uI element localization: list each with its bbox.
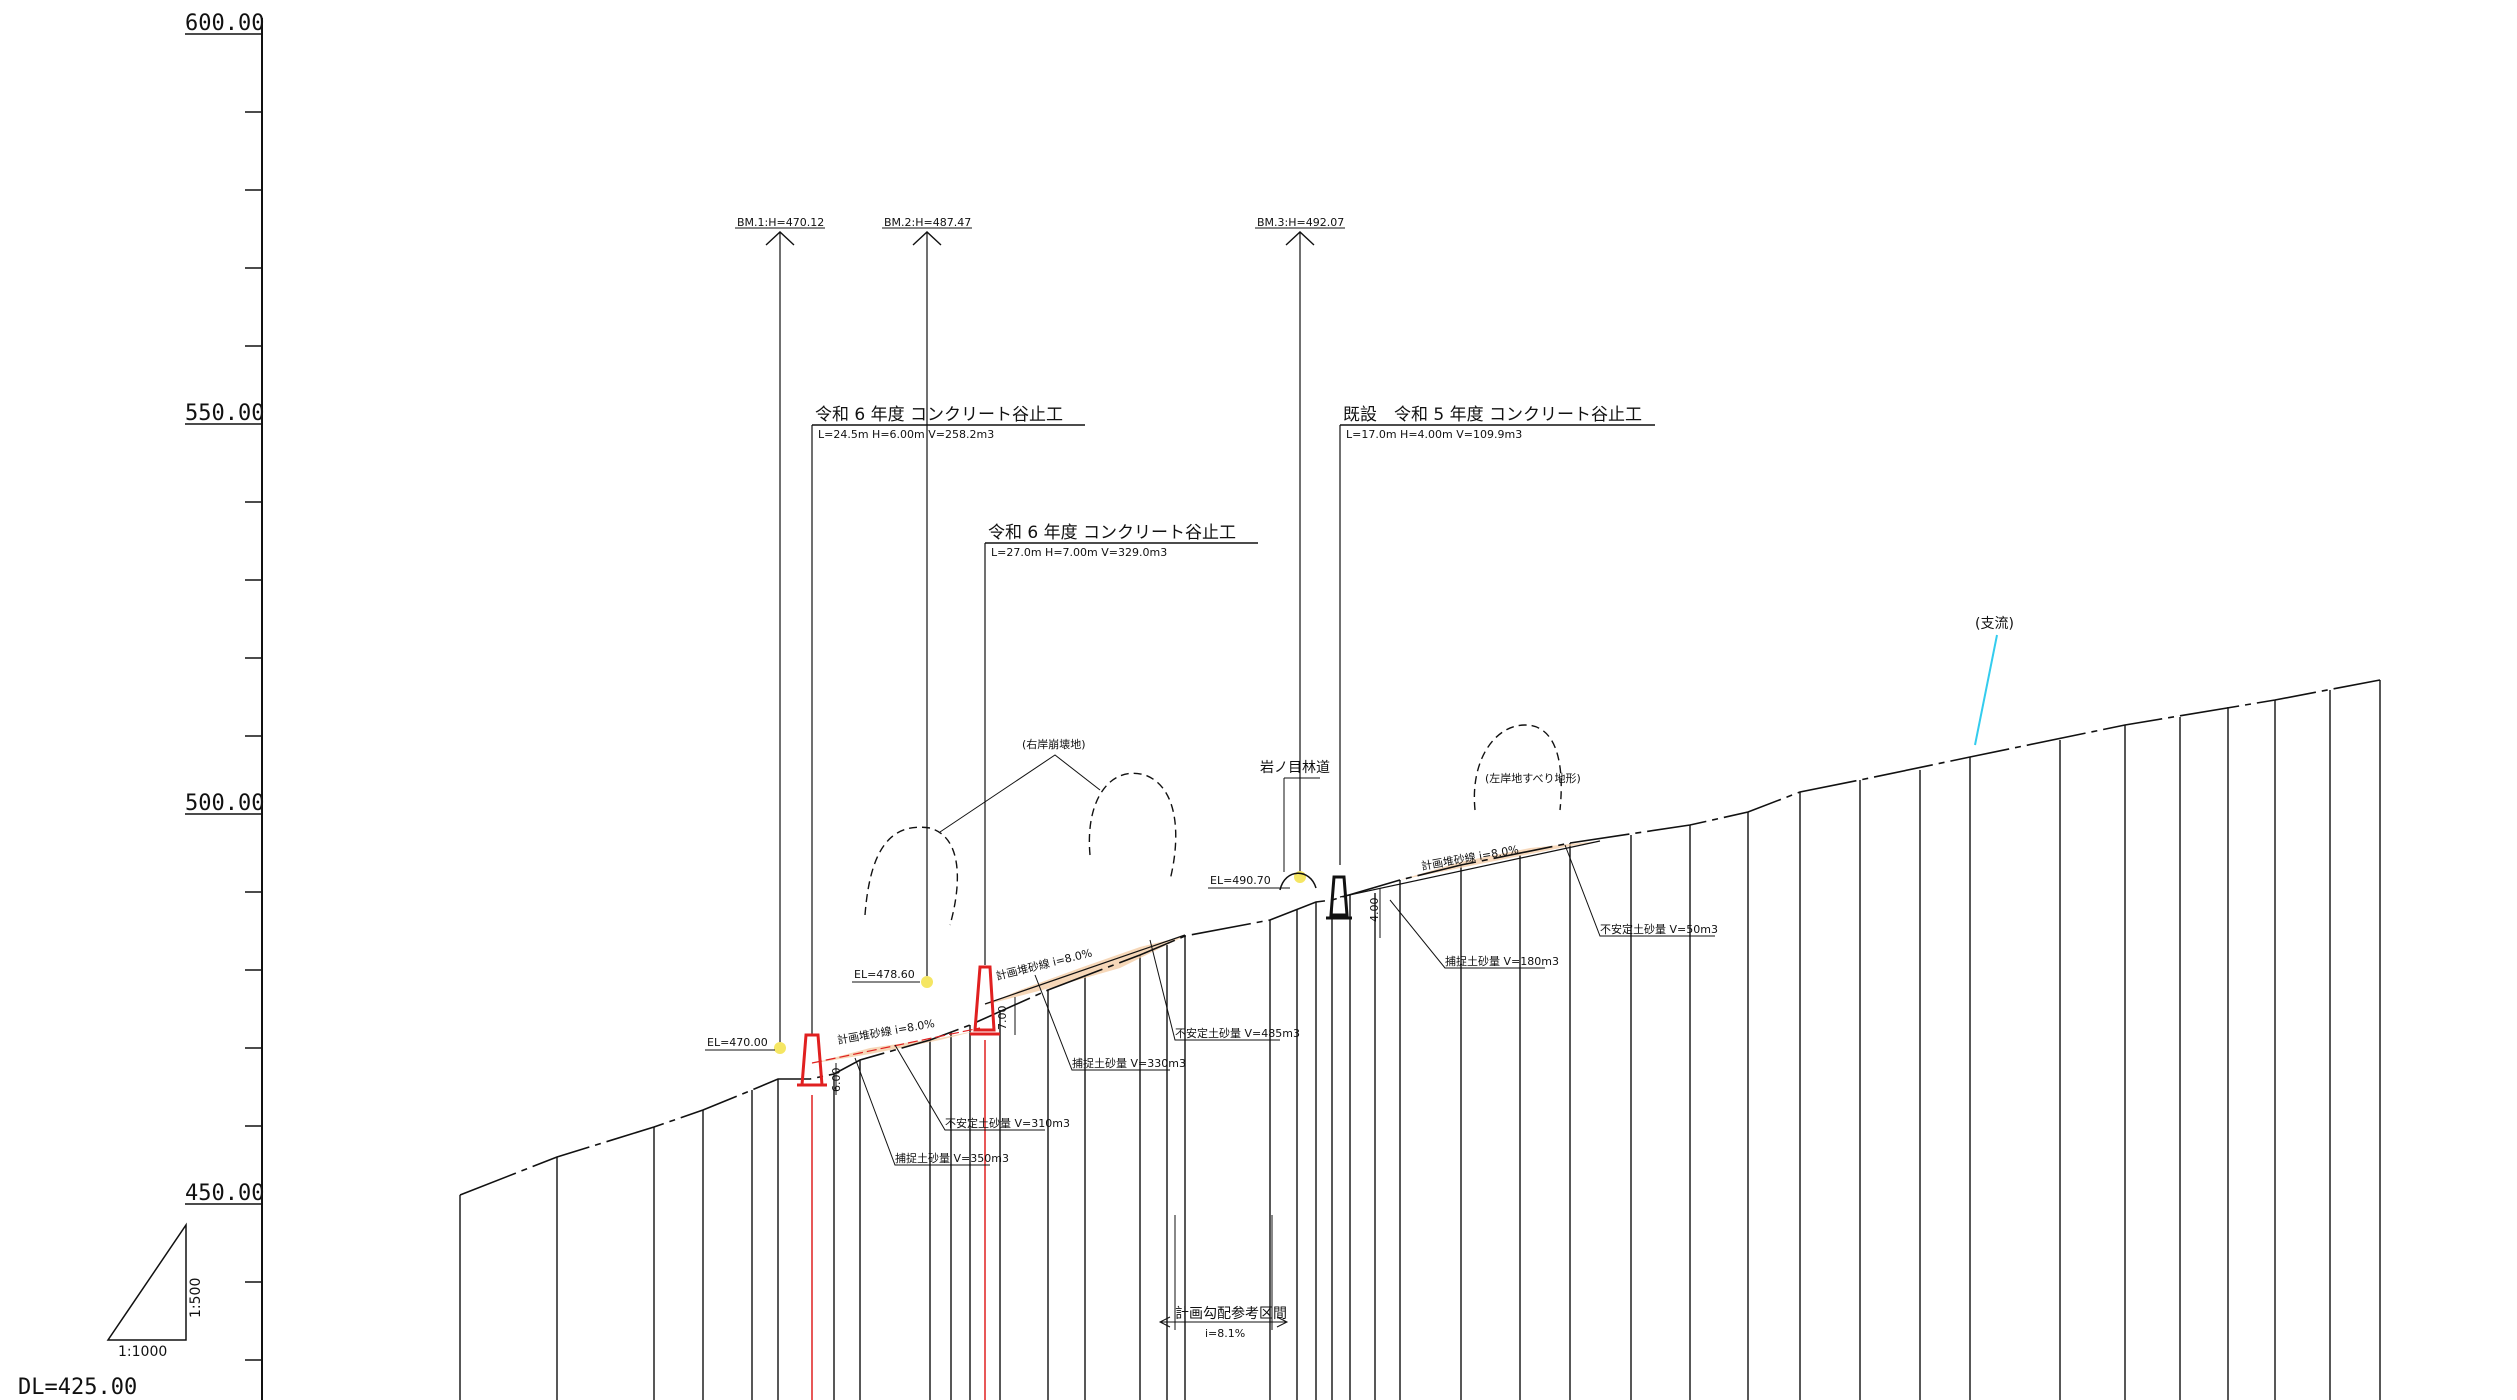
forest-road: 岩ノ目林道 xyxy=(1260,760,1330,891)
dam-1-height: 6.00 xyxy=(830,1068,843,1093)
right-bank-collapse-area: (右岸崩壊地) xyxy=(864,737,1177,926)
sediment-label-5: 捕捉土砂量 V=180m3 xyxy=(1445,954,1559,968)
axis-tick-600: 600.00 xyxy=(185,11,264,36)
gradient-label-3: 計画堆砂線 i=8.0% xyxy=(1420,842,1520,873)
benchmark-2-label: BM.2:H=487.47 xyxy=(884,216,971,229)
sediment-fill xyxy=(985,936,1185,1005)
axis-tick-450: 450.00 xyxy=(185,1181,264,1206)
axis-tick-500: 500.00 xyxy=(185,791,264,816)
dam-3-title: 既設 令和 5 年度 コンクリート谷止工 xyxy=(1343,405,1642,425)
dam-2-title: 令和 6 年度 コンクリート谷止工 xyxy=(988,523,1236,543)
design-gradient-section: 計画勾配参考区間 i=8.1% xyxy=(1158,1215,1289,1340)
ground-profile-line xyxy=(459,679,2381,1196)
benchmark-3: BM.3:H=492.07 EL=490.70 xyxy=(1208,216,1345,889)
benchmark-1-elevation: EL=470.00 xyxy=(707,1036,768,1049)
dam-1-title: 令和 6 年度 コンクリート谷止工 xyxy=(815,405,1063,425)
benchmark-3-elevation: EL=490.70 xyxy=(1210,874,1271,887)
design-section-label: 計画勾配参考区間 xyxy=(1175,1305,1287,1322)
benchmark-2-elevation: EL=478.60 xyxy=(854,968,915,981)
dam-structure-1: 令和 6 年度 コンクリート谷止工 L=24.5m H=6.00m V=258.… xyxy=(797,405,1085,1400)
benchmark-3-label: BM.3:H=492.07 xyxy=(1257,216,1344,229)
dam-2-height: 7.00 xyxy=(996,1006,1009,1031)
sediment-label-1: 不安定土砂量 V=310m3 xyxy=(945,1116,1070,1130)
sediment-label-group xyxy=(854,844,1715,1166)
benchmark-1-label: BM.1:H=470.12 xyxy=(737,216,824,229)
tributary-label: (支流) xyxy=(1975,616,2014,632)
left-bank-landslide-area: (左岸地すべり地形) xyxy=(1473,724,1581,811)
dam-structure-3: 既設 令和 5 年度 コンクリート谷止工 L=17.0m H=4.00m V=1… xyxy=(1326,405,1655,938)
station-lines xyxy=(459,680,2381,1400)
sediment-fills xyxy=(810,841,1600,1064)
scale-triangle: 1:1000 1:500 xyxy=(106,1222,204,1360)
benchmark-1: BM.1:H=470.12 EL=470.00 xyxy=(705,216,825,1054)
elevation-axis: 600.00 550.00 500.00 450.00 DL=425.00 xyxy=(18,11,264,1400)
road-label: 岩ノ目林道 xyxy=(1260,760,1330,776)
tributary: (支流) xyxy=(1974,616,2014,746)
right-bank-label: (右岸崩壊地) xyxy=(1022,737,1086,751)
dam-3-spec: L=17.0m H=4.00m V=109.9m3 xyxy=(1346,428,1522,441)
axis-tick-550: 550.00 xyxy=(185,401,264,426)
left-bank-label: (左岸地すべり地形) xyxy=(1485,772,1581,785)
benchmark-2: BM.2:H=487.47 EL=478.60 xyxy=(852,216,972,988)
sediment-fill xyxy=(810,1030,980,1064)
datum-label: DL=425.00 xyxy=(18,1375,137,1400)
sediment-label-2: 捕捉土砂量 V=350m3 xyxy=(895,1151,1009,1165)
sediment-label-4: 不安定土砂量 V=485m3 xyxy=(1175,1026,1300,1040)
dam-1-spec: L=24.5m H=6.00m V=258.2m3 xyxy=(818,428,994,441)
scale-horizontal: 1:1000 xyxy=(118,1344,167,1360)
planned-sediment-line xyxy=(811,1027,981,1064)
dam-structure-2: 令和 6 年度 コンクリート谷止工 L=27.0m H=7.00m V=329.… xyxy=(970,523,1258,1400)
scale-vertical: 1:500 xyxy=(188,1278,204,1318)
sediment-label-3: 捕捉土砂量 V=330m3 xyxy=(1072,1056,1186,1070)
planned-sediment-line xyxy=(1339,840,1601,898)
dam-2-spec: L=27.0m H=7.00m V=329.0m3 xyxy=(991,546,1167,559)
dam-3-height: 4.00 xyxy=(1368,898,1381,923)
design-section-gradient: i=8.1% xyxy=(1205,1327,1245,1340)
sediment-label-6: 不安定土砂量 V=50m3 xyxy=(1600,922,1718,936)
